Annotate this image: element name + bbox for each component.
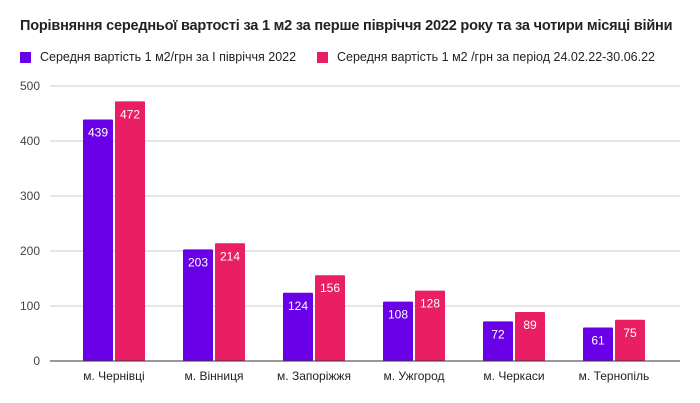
x-tick-label: м. Запоріжжя (277, 369, 351, 383)
data-label: 72 (491, 327, 505, 341)
legend-swatch (317, 51, 328, 63)
bar (515, 312, 545, 361)
y-tick-label: 400 (20, 134, 40, 148)
legend-swatch (20, 51, 31, 63)
legend-label: Середня вартість 1 м2/грн за І півріччя … (40, 50, 297, 64)
bar (83, 119, 113, 361)
x-tick-label: м. Вінниця (185, 369, 244, 383)
data-label: 128 (420, 297, 440, 311)
bar (415, 290, 445, 361)
bar (283, 292, 313, 361)
x-tick-label: м. Чернівці (83, 369, 144, 383)
data-label: 89 (523, 318, 537, 332)
data-label: 75 (623, 326, 637, 340)
data-label: 472 (120, 107, 140, 121)
y-tick-label: 0 (33, 354, 40, 368)
y-tick-label: 100 (20, 299, 40, 313)
x-tick-label: м. Тернопіль (579, 369, 650, 383)
y-tick-label: 500 (20, 79, 40, 93)
data-label: 203 (188, 255, 208, 269)
data-label: 156 (320, 281, 340, 295)
y-tick-label: 300 (20, 189, 40, 203)
bar (183, 249, 213, 361)
legend-item-h1-2022: Середня вартість 1 м2/грн за І півріччя … (20, 50, 296, 64)
data-label: 108 (388, 308, 408, 322)
chart-title: Порівняння середньої вартості за 1 м2 за… (20, 18, 673, 34)
bar (483, 321, 513, 361)
x-tick-label: м. Черкаси (483, 369, 544, 383)
bar (383, 301, 413, 361)
data-label: 439 (88, 126, 108, 140)
legend-label: Середня вартість 1 м2 /грн за період 24.… (337, 50, 655, 64)
bar (315, 275, 345, 361)
data-label: 61 (591, 333, 605, 347)
legend-item-war-period: Середня вартість 1 м2 /грн за період 24.… (317, 50, 655, 64)
data-label: 214 (220, 249, 240, 263)
y-tick-label: 200 (20, 244, 40, 258)
data-label: 124 (288, 299, 308, 313)
bar (215, 243, 245, 361)
bar (583, 327, 613, 361)
bar (615, 319, 645, 361)
x-tick-label: м. Ужгород (383, 369, 444, 383)
bar (115, 101, 145, 362)
